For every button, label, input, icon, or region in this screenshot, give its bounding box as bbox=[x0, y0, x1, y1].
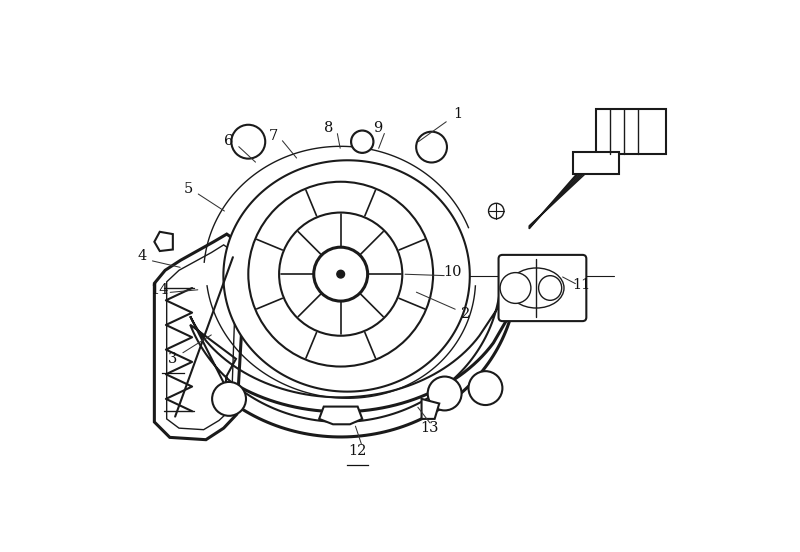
Circle shape bbox=[212, 382, 246, 416]
Text: 8: 8 bbox=[325, 121, 334, 135]
Circle shape bbox=[428, 376, 462, 411]
Circle shape bbox=[469, 371, 502, 405]
Polygon shape bbox=[223, 160, 470, 391]
Text: 3: 3 bbox=[168, 352, 178, 366]
Text: 10: 10 bbox=[443, 265, 462, 279]
Polygon shape bbox=[175, 288, 516, 437]
Circle shape bbox=[231, 125, 266, 158]
Polygon shape bbox=[319, 407, 362, 424]
Bar bbox=[596, 109, 666, 154]
Text: 12: 12 bbox=[349, 444, 367, 458]
Polygon shape bbox=[154, 232, 173, 251]
Bar bbox=[574, 152, 619, 174]
Text: 1: 1 bbox=[453, 107, 462, 121]
Text: 13: 13 bbox=[420, 421, 438, 435]
Polygon shape bbox=[422, 399, 439, 419]
Circle shape bbox=[279, 213, 402, 336]
Ellipse shape bbox=[538, 275, 562, 300]
Circle shape bbox=[500, 273, 531, 304]
Circle shape bbox=[416, 132, 447, 162]
Circle shape bbox=[314, 247, 368, 301]
Circle shape bbox=[350, 130, 374, 153]
Circle shape bbox=[489, 203, 504, 219]
Text: 6: 6 bbox=[224, 134, 234, 148]
Text: 14: 14 bbox=[150, 283, 169, 296]
Polygon shape bbox=[154, 234, 242, 440]
Text: 11: 11 bbox=[572, 278, 590, 292]
Circle shape bbox=[248, 182, 433, 367]
Text: 7: 7 bbox=[268, 129, 278, 142]
Text: 4: 4 bbox=[138, 250, 146, 263]
Text: 5: 5 bbox=[184, 183, 193, 197]
Circle shape bbox=[337, 270, 345, 278]
FancyBboxPatch shape bbox=[498, 255, 586, 321]
Ellipse shape bbox=[509, 268, 564, 308]
Text: 9: 9 bbox=[373, 121, 382, 135]
Text: 2: 2 bbox=[461, 307, 470, 321]
